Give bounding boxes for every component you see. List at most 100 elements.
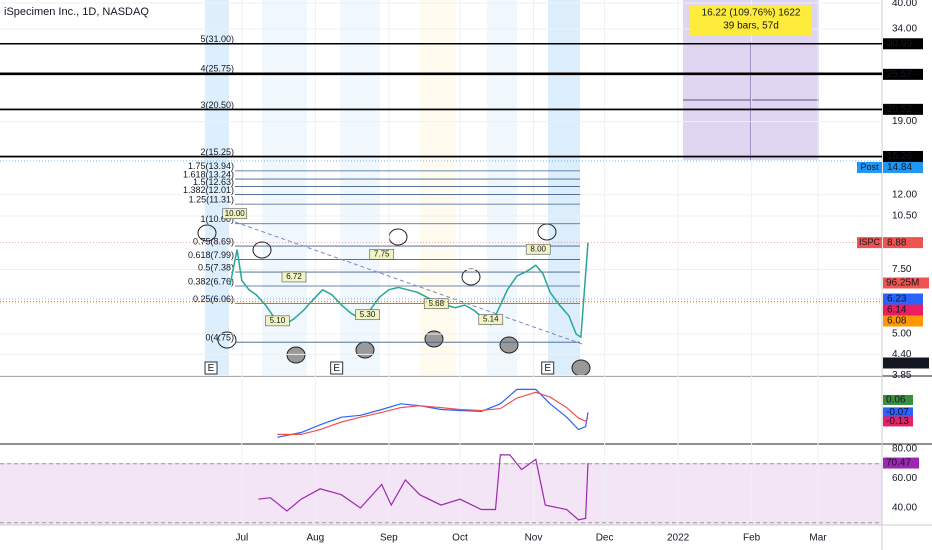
y-tick-label: 7.50 (892, 264, 912, 275)
rsi-tick-label: 80.00 (892, 444, 917, 455)
x-tick-label: Aug (306, 533, 324, 544)
price-badge-label: 14.84 (887, 162, 912, 173)
x-tick-label: Sep (380, 533, 398, 544)
price-tag-label: Post (860, 162, 879, 172)
fib-label: 1(10.00) (200, 214, 234, 224)
fib-label: 5(31.00) (200, 34, 234, 44)
pivot-label: 5.30 (360, 310, 376, 319)
x-tick-label: Nov (525, 533, 543, 544)
macd-badge (883, 416, 913, 427)
price-badge (883, 103, 923, 115)
price-badge (883, 237, 923, 249)
fib-label: 0.618(7.99) (188, 250, 234, 260)
event-label: E (333, 363, 340, 374)
fib-label: 0.75(8.69) (193, 236, 234, 246)
drawing-circles (197, 223, 591, 377)
price-badge (883, 315, 923, 327)
pivot-box (281, 271, 307, 283)
fib-label: 0.382(6.76) (188, 276, 234, 286)
x-tick-label: Feb (743, 533, 761, 544)
x-tick-label: Oct (452, 533, 468, 544)
pivot-box (222, 208, 248, 220)
y-tick-label: 3.85 (892, 370, 912, 381)
rsi-line (258, 454, 589, 521)
price-tag-label: ISPC (859, 237, 881, 247)
price-badge-label: 20.52 (887, 104, 912, 115)
price-tag (857, 161, 882, 173)
rsi-tick-label: 60.00 (892, 473, 917, 484)
price-badge-label: 15.26 (887, 151, 912, 162)
volume-badge (883, 277, 929, 289)
fib-label: 1.5(12.63) (193, 177, 234, 187)
pivot-box (355, 309, 380, 321)
event-label: E (544, 363, 551, 374)
rsi-badge-label: 70.47 (886, 458, 911, 469)
fib-label: 0.5(7.38) (198, 262, 234, 272)
price-badge-label: 8.88 (887, 237, 907, 248)
event-marker (330, 361, 344, 375)
volume-label: 13.801M (886, 358, 925, 369)
volume-label: 96.25M (886, 278, 919, 289)
macd-badge (883, 394, 913, 405)
price-badge (883, 68, 923, 80)
event-marker (204, 361, 218, 375)
macd-badge-label: 0.06 (886, 395, 906, 406)
pivot-label: 10.00 (225, 209, 246, 218)
price-badge-label: 6.14 (887, 305, 907, 316)
pivot-label: 5.14 (483, 315, 499, 324)
x-tick-label: Jul (235, 533, 248, 544)
pivot-box (478, 314, 504, 325)
x-tick-label: 2022 (667, 533, 690, 544)
price-tag (857, 237, 882, 249)
price-badge-label: 25.57 (887, 69, 912, 80)
macd-badge-label: -0.13 (886, 416, 909, 427)
fib-label: 1.25(11.31) (189, 195, 234, 205)
fib-label: 1.618(13.24) (183, 169, 234, 179)
pivot-label: 8.00 (530, 244, 546, 253)
fib-label: 4(25.75) (200, 64, 234, 74)
x-tick-label: Mar (809, 533, 827, 544)
fib-label: 1.75(13.94) (188, 161, 234, 171)
y-tick-label: 19.00 (892, 116, 917, 127)
macd-line (277, 388, 589, 438)
price-badge (883, 161, 923, 173)
volume-badge (883, 357, 929, 369)
price-badge (883, 38, 923, 50)
measure-label: 39 bars, 57d (723, 21, 779, 32)
pivot-box (525, 243, 551, 255)
price-badge-label: 6.08 (887, 316, 907, 327)
trend-line (234, 221, 586, 346)
pivot-box (423, 298, 449, 310)
fib-label: 1.382(12.01) (183, 185, 234, 195)
y-tick-label: 4.40 (892, 349, 912, 360)
fib-label: 3(20.50) (200, 100, 234, 110)
pivot-label: 7.75 (374, 249, 390, 258)
pivot-box (369, 248, 395, 260)
rsi-tick-label: 40.00 (892, 503, 917, 514)
rsi-badge (883, 457, 919, 469)
event-label: E (208, 363, 215, 374)
chart-title: iSpecimen Inc., 1D, NASDAQ (4, 6, 149, 18)
price-badge (883, 293, 923, 305)
pivot-box (265, 315, 290, 327)
session-stripes (205, 0, 580, 376)
fib-label: 0(4.75) (205, 333, 234, 343)
x-tick-label: Dec (596, 533, 614, 544)
y-tick-label: 34.00 (892, 24, 917, 35)
y-tick-label: 5.00 (892, 329, 912, 340)
price-badge (883, 304, 923, 316)
y-tick-label: 12.00 (892, 189, 917, 200)
price-badge-label: 30.99 (887, 38, 912, 49)
pivot-label: 5.68 (428, 299, 444, 308)
fib-label: 2(15.25) (200, 147, 234, 157)
pivot-label: 6.72 (286, 272, 302, 281)
macd-badge (883, 407, 913, 418)
y-tick-label: 40.00 (892, 0, 917, 9)
event-marker (541, 361, 555, 375)
y-tick-label: 10.50 (892, 211, 917, 222)
macd-line (277, 391, 589, 435)
price-badge-label: 6.23 (887, 294, 907, 305)
measure-label-box (690, 5, 812, 35)
